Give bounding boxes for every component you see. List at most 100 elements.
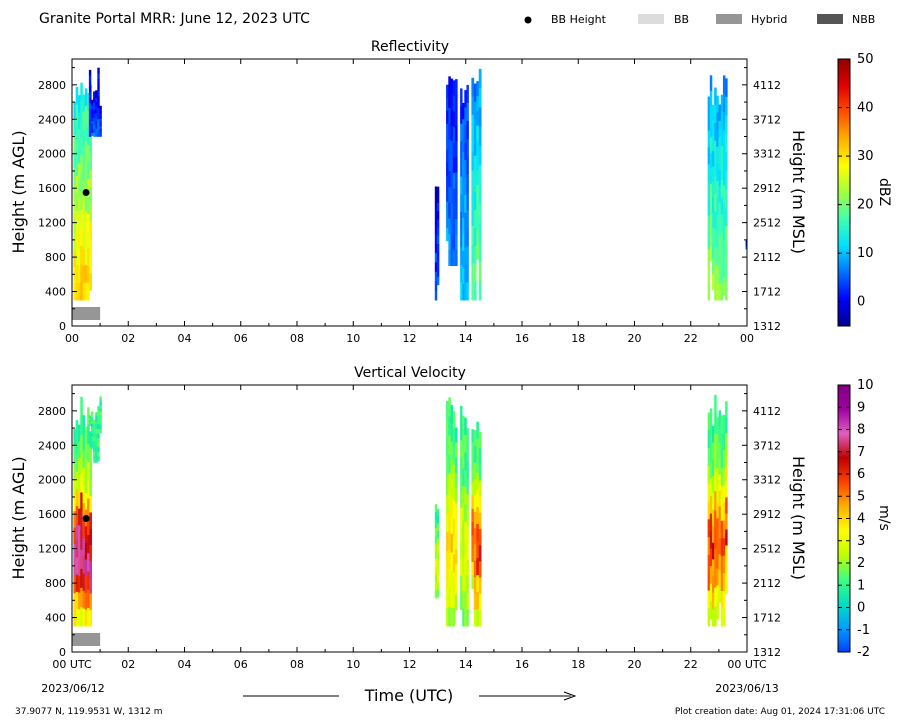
echo-cell	[464, 487, 467, 505]
echo-cell	[80, 282, 83, 301]
echo-cell	[90, 433, 94, 437]
colorbar-tick-label: 10	[857, 246, 874, 261]
echo-column	[460, 405, 469, 627]
echo-cell	[73, 478, 76, 496]
echo-cell	[80, 473, 83, 493]
echo-cell	[93, 128, 96, 134]
echo-cell	[84, 609, 88, 627]
echo-cell	[471, 482, 475, 496]
ytick-right-label: 3712	[753, 113, 781, 126]
echo-cell	[718, 186, 722, 203]
echo-cell	[478, 496, 482, 514]
legend-hybrid-label: Hybrid	[751, 13, 787, 26]
legend-nbb-label: NBB	[852, 13, 875, 26]
echo-cell	[450, 78, 454, 95]
echo-cell	[82, 415, 86, 434]
echo-cell	[99, 108, 102, 112]
echo-column	[460, 84, 469, 301]
echo-cell	[75, 140, 79, 159]
velocity-bb-type-bar	[72, 633, 101, 646]
echo-cell	[434, 214, 438, 225]
echo-cell	[93, 117, 96, 122]
echo-cell	[745, 241, 748, 243]
echo-cell	[73, 283, 76, 301]
echo-cell	[464, 282, 467, 301]
echo-cell	[88, 119, 92, 126]
velocity-title: Vertical Velocity	[354, 365, 466, 381]
echo-cell	[716, 146, 719, 165]
echo-cell	[87, 498, 90, 518]
echo-cell	[716, 501, 719, 519]
echo-cell	[89, 431, 92, 448]
xtick-label: 22	[684, 658, 698, 671]
echo-cell	[80, 173, 83, 192]
echo-cell	[720, 94, 724, 113]
echo-cell	[434, 551, 438, 560]
ytick-right-label: 3712	[753, 439, 781, 452]
echo-cell	[709, 152, 713, 169]
echo-cell	[84, 476, 88, 494]
echo-cell	[99, 408, 102, 412]
echo-cell	[436, 553, 440, 561]
echo-cell	[89, 528, 92, 546]
echo-cell	[714, 140, 717, 159]
echo-cell	[434, 590, 438, 599]
echo-cell	[714, 549, 717, 569]
velocity-bb-height-markers	[82, 515, 90, 522]
echo-cell	[95, 412, 98, 417]
echo-column	[446, 397, 458, 627]
echo-column	[446, 76, 458, 267]
echo-cell	[97, 415, 100, 421]
echo-cell	[89, 273, 92, 291]
echo-cell	[73, 576, 76, 594]
echo-cell	[712, 197, 715, 214]
echo-cell	[89, 256, 92, 274]
reflectivity-plot-frame	[71, 58, 748, 327]
echo-cell	[471, 429, 475, 443]
ytick-label: 1600	[38, 508, 66, 521]
echo-cell	[716, 484, 719, 502]
colorbar-tick-label: 0	[857, 601, 865, 616]
echo-cell	[450, 94, 454, 111]
echo-cell	[464, 469, 467, 488]
echo-cell	[709, 425, 713, 444]
ytick-label: 2000	[38, 148, 66, 161]
echo-cell	[718, 426, 722, 443]
echo-cell	[95, 433, 98, 438]
echo-cell	[450, 607, 454, 627]
echo-cell	[714, 105, 717, 124]
echo-cell	[712, 592, 715, 610]
echo-cell	[720, 591, 724, 609]
echo-cell	[452, 80, 456, 97]
echo-cell	[452, 95, 456, 112]
echo-cell	[434, 519, 438, 529]
xtick-label: 02	[121, 658, 135, 671]
echo-cell	[464, 539, 467, 557]
echo-cell	[90, 99, 94, 104]
echo-cell	[725, 170, 728, 190]
echo-cell	[478, 261, 482, 282]
echo-cell	[714, 282, 717, 301]
echo-cell	[99, 417, 102, 422]
echo-cell	[73, 217, 76, 235]
velocity-right-axis: 1312 1712 2112 2512 2912 3312 3712 4112	[742, 393, 781, 659]
echo-cell	[466, 174, 469, 193]
echo-column	[434, 186, 440, 301]
echo-cell	[471, 535, 475, 550]
echo-cell	[714, 87, 717, 106]
echo-cell	[471, 96, 475, 116]
colorbar-tick-label: 4	[857, 512, 865, 527]
echo-cell	[709, 531, 713, 549]
colorbar-tick-label: 5	[857, 489, 865, 504]
ytick-label: 800	[45, 251, 66, 264]
echo-cell	[455, 156, 458, 173]
echo-cell	[89, 593, 92, 611]
echo-cell	[712, 120, 715, 137]
echo-cell	[73, 102, 76, 119]
echo-cell	[88, 418, 92, 420]
ytick-label: 1200	[38, 543, 66, 556]
echo-cell	[722, 75, 726, 94]
echo-cell	[89, 447, 92, 465]
echo-cell	[87, 553, 90, 572]
